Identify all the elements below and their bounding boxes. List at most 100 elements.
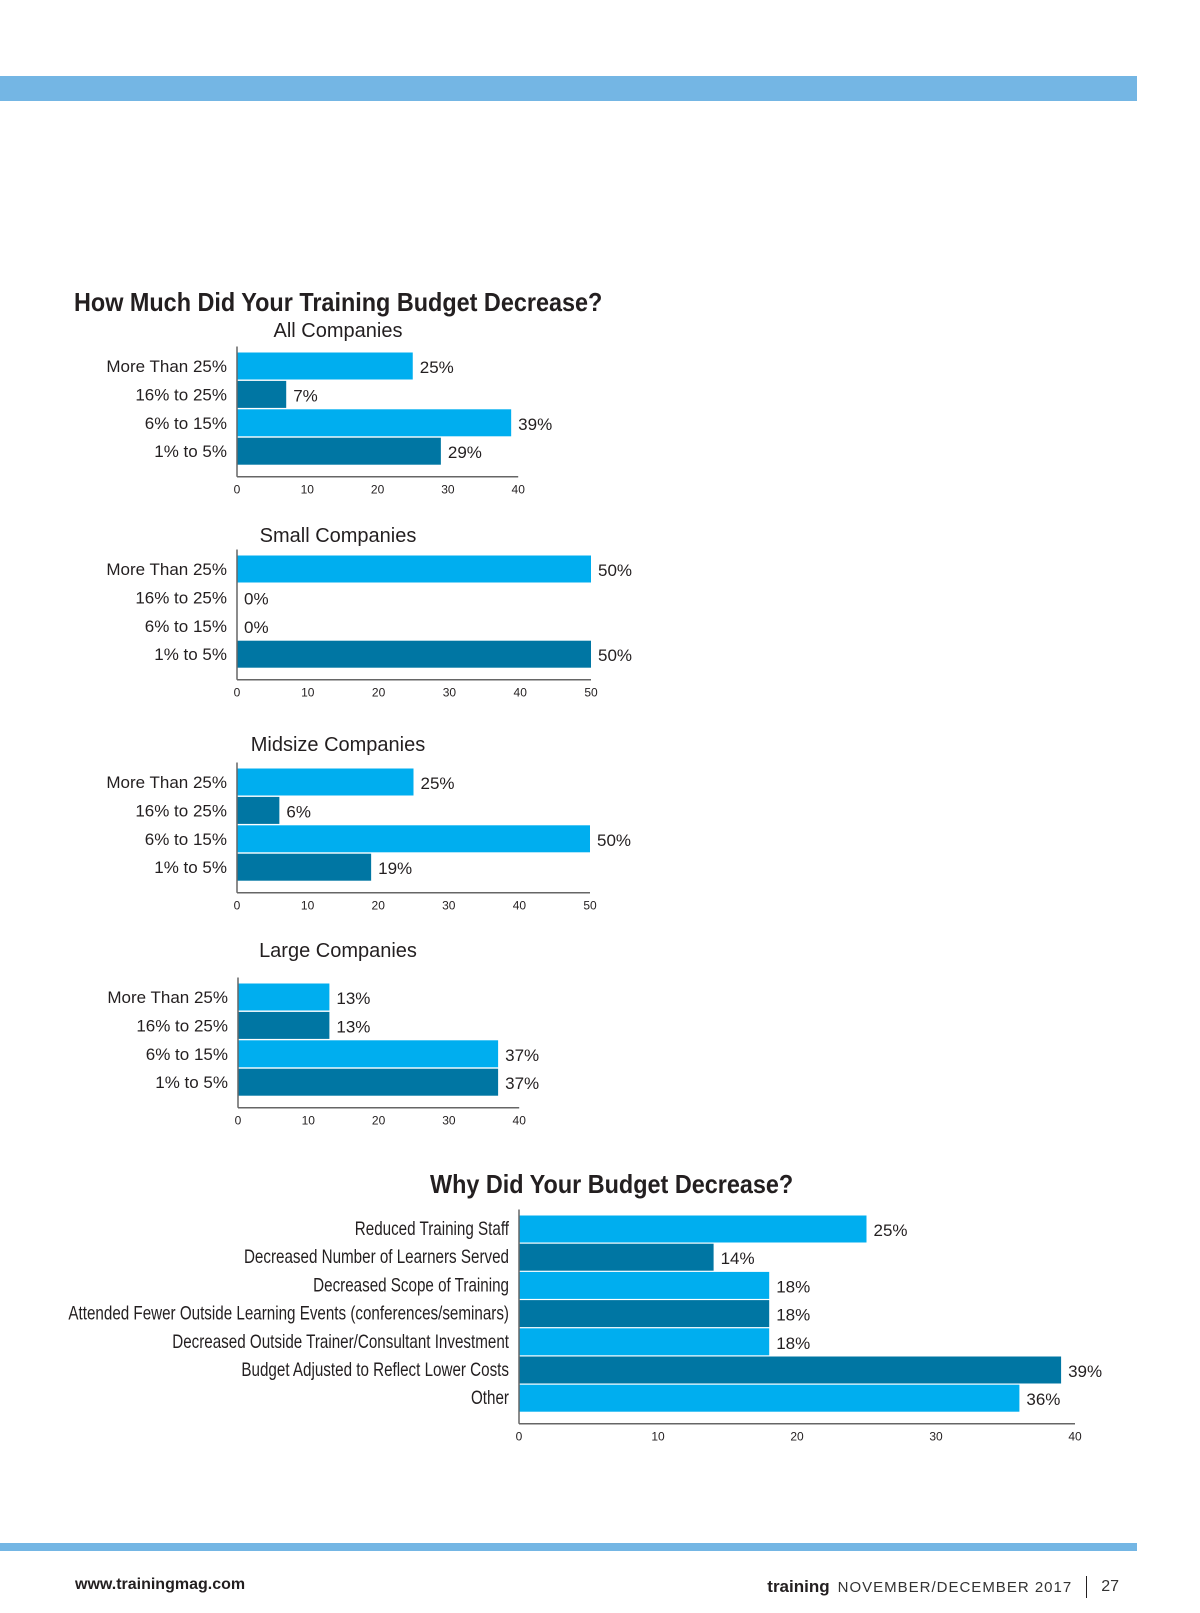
- x-tick-label: 50: [583, 899, 597, 913]
- chart-title: Midsize Companies: [251, 734, 426, 756]
- footer-brand: training: [767, 1577, 830, 1596]
- bar: [237, 380, 287, 408]
- category-label: 6% to 15%: [145, 414, 227, 433]
- data-label: 37%: [505, 1046, 539, 1065]
- x-tick-label: 40: [514, 686, 528, 700]
- x-tick-label: 10: [651, 1430, 665, 1444]
- bar: [237, 437, 441, 465]
- bar: [237, 409, 512, 437]
- category-label: Budget Adjusted to Reflect Lower Costs: [241, 1358, 509, 1380]
- category-label: More Than 25%: [106, 773, 227, 792]
- page-number: 27: [1101, 1578, 1119, 1595]
- x-tick-label: 10: [302, 1114, 316, 1128]
- bar: [237, 796, 280, 824]
- chart-title: All Companies: [274, 320, 403, 342]
- category-label: More Than 25%: [107, 988, 228, 1007]
- data-label: 14%: [721, 1249, 755, 1268]
- x-tick-label: 40: [513, 899, 527, 913]
- footer-issue: NOVEMBER/DECEMBER 2017: [837, 1578, 1073, 1596]
- page-title: How Much Did Your Training Budget Decrea…: [74, 287, 603, 317]
- category-label: 1% to 5%: [155, 1073, 228, 1092]
- category-label: Attended Fewer Outside Learning Events (…: [68, 1302, 509, 1324]
- category-label: More Than 25%: [106, 560, 227, 579]
- x-tick-label: 50: [584, 686, 598, 700]
- bar: [238, 1068, 499, 1096]
- category-label: Decreased Scope of Training: [313, 1274, 509, 1296]
- data-label: 39%: [1068, 1362, 1102, 1381]
- data-label: 36%: [1026, 1390, 1060, 1409]
- category-label: 6% to 15%: [145, 830, 227, 849]
- bar: [519, 1356, 1062, 1384]
- bar: [237, 825, 590, 853]
- data-label: 37%: [505, 1074, 539, 1093]
- x-tick-label: 10: [301, 899, 315, 913]
- x-tick-label: 40: [1068, 1430, 1082, 1444]
- category-label: Reduced Training Staff: [355, 1217, 509, 1239]
- bar: [237, 853, 372, 881]
- category-label: Other: [471, 1387, 509, 1409]
- bar: [237, 640, 591, 668]
- data-label: 29%: [448, 443, 482, 462]
- bar: [519, 1215, 867, 1243]
- data-label: 25%: [874, 1221, 908, 1240]
- bar: [237, 768, 414, 796]
- x-tick-label: 30: [929, 1430, 943, 1444]
- bar: [519, 1384, 1020, 1412]
- chart-title: Small Companies: [260, 525, 417, 547]
- x-tick-label: 30: [442, 899, 456, 913]
- category-label: 1% to 5%: [154, 645, 227, 664]
- data-label: 18%: [776, 1306, 810, 1325]
- category-label: Decreased Number of Learners Served: [244, 1246, 509, 1268]
- bar: [519, 1300, 770, 1328]
- x-tick-label: 0: [235, 1114, 242, 1128]
- data-label: 50%: [598, 646, 632, 665]
- data-label: 7%: [293, 386, 318, 405]
- x-tick-label: 10: [301, 483, 315, 497]
- x-tick-label: 20: [372, 899, 386, 913]
- x-tick-label: 30: [443, 686, 457, 700]
- x-tick-label: 20: [372, 1114, 386, 1128]
- data-label: 25%: [420, 358, 454, 377]
- x-tick-label: 20: [372, 686, 386, 700]
- x-tick-label: 40: [512, 483, 526, 497]
- x-tick-label: 0: [234, 899, 241, 913]
- category-label: More Than 25%: [106, 357, 227, 376]
- category-label: 16% to 25%: [136, 1016, 228, 1035]
- x-tick-label: 20: [371, 483, 385, 497]
- x-tick-label: 0: [234, 686, 241, 700]
- footer-divider: [1086, 1576, 1088, 1598]
- data-label: 39%: [518, 415, 552, 434]
- data-label: 18%: [776, 1277, 810, 1296]
- x-tick-label: 0: [516, 1430, 523, 1444]
- bar: [519, 1328, 770, 1356]
- category-label: 16% to 25%: [135, 385, 227, 404]
- x-tick-label: 20: [790, 1430, 804, 1444]
- category-label: 1% to 5%: [154, 858, 227, 877]
- bottom-color-band: [0, 1543, 1137, 1551]
- x-tick-label: 0: [234, 483, 241, 497]
- category-label: 16% to 25%: [135, 801, 227, 820]
- bar: [237, 555, 591, 583]
- footer-right: training NOVEMBER/DECEMBER 2017 27: [767, 1576, 1119, 1598]
- category-label: Decreased Outside Trainer/Consultant Inv…: [172, 1330, 509, 1352]
- x-tick-label: 30: [442, 1114, 456, 1128]
- x-tick-label: 10: [301, 686, 315, 700]
- data-label: 0%: [244, 618, 269, 637]
- bar: [238, 1011, 330, 1039]
- data-label: 6%: [286, 802, 311, 821]
- x-tick-label: 30: [441, 483, 455, 497]
- bar: [519, 1271, 770, 1299]
- top-color-band: [0, 76, 1137, 101]
- footer-url: www.trainingmag.com: [75, 1576, 246, 1593]
- bar: [519, 1243, 714, 1271]
- category-label: 1% to 5%: [154, 442, 227, 461]
- x-tick-label: 40: [513, 1114, 527, 1128]
- category-label: 16% to 25%: [135, 588, 227, 607]
- bar: [237, 352, 413, 380]
- data-label: 13%: [336, 989, 370, 1008]
- category-label: 6% to 15%: [146, 1045, 228, 1064]
- data-label: 50%: [598, 561, 632, 580]
- bar: [238, 1040, 499, 1068]
- data-label: 13%: [336, 1017, 370, 1036]
